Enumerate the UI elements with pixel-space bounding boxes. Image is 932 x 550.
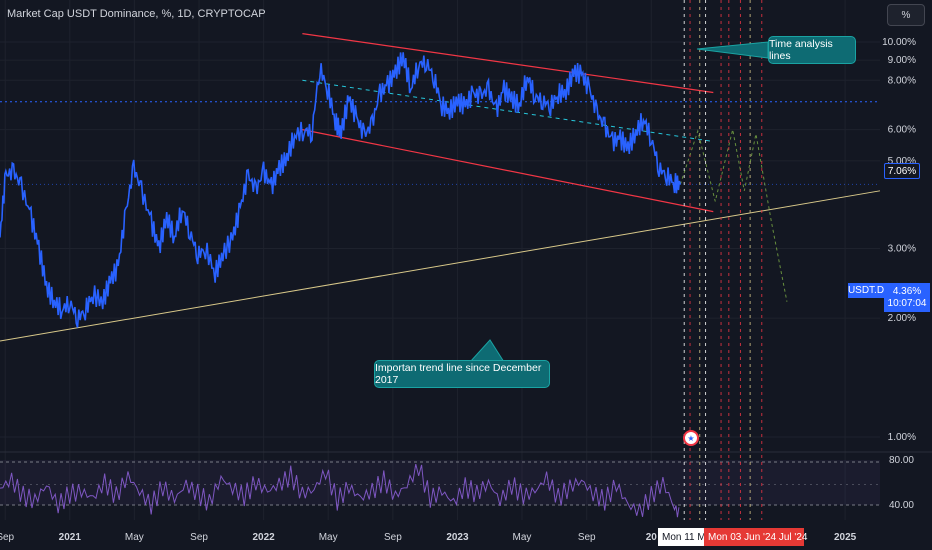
- projection-path: [679, 129, 788, 302]
- trend-line-callout[interactable]: Importan trend line since December 2017: [374, 360, 550, 388]
- price-grid: [0, 0, 880, 520]
- drawings-layer: [0, 0, 881, 520]
- countdown-text: 10:07:04: [887, 297, 927, 309]
- price-tick-label: 2.00%: [888, 313, 916, 324]
- price-tick-label: 8.00%: [888, 75, 916, 86]
- time-tick-label: May: [124, 532, 144, 543]
- percent-scale-button[interactable]: %: [887, 4, 925, 26]
- time-tick-label: 2021: [58, 532, 81, 543]
- time-tick-label: 2023: [446, 532, 469, 543]
- us-flag-icon[interactable]: ★: [683, 430, 699, 446]
- trend-line: [0, 190, 881, 342]
- rsi-grid: [0, 451, 932, 506]
- price-tick-label: 5.00%: [888, 156, 916, 167]
- channel-upper-line: [302, 33, 714, 94]
- time-callout-pointer: [696, 41, 769, 59]
- time-tick-label: Sep: [190, 532, 208, 543]
- price-tick-label: 9.00%: [888, 55, 916, 66]
- time-tick-label: 20: [645, 532, 657, 543]
- rsi-tick-label: 40.00: [889, 500, 914, 511]
- time-analysis-callout[interactable]: Time analysis lines: [768, 36, 856, 64]
- rsi-axis: 80.00 40.00: [889, 455, 914, 511]
- time-tick-label: Sep: [383, 532, 402, 543]
- rsi-line: [0, 463, 680, 518]
- time-tick-label: May: [512, 532, 532, 543]
- time-tick-label: Sep: [0, 532, 15, 543]
- rsi-band: [0, 460, 880, 505]
- cursor-date-label: Mon 11 M: [658, 528, 706, 546]
- price-tick-label: 6.00%: [888, 125, 916, 136]
- price-axis: 10.00% 9.00% 8.00% 6.00% 5.00% 3.00% 2.00% 1.00…: [882, 37, 916, 443]
- range-date-label: Mon 03 Jun '24 Jul '24: [704, 528, 807, 546]
- level-price-tag: 7.06%: [884, 163, 920, 179]
- last-value-text: 4.36%: [892, 285, 922, 297]
- time-tick-label: May: [318, 532, 338, 543]
- trend-callout-pointer: [468, 339, 505, 363]
- price-tick-label: 3.00%: [888, 244, 916, 255]
- symbol-tag: USDT.D: [847, 283, 885, 298]
- channel-mid-line: [302, 79, 714, 142]
- rsi-series-layer: [0, 463, 680, 518]
- time-tick-label: 2025: [833, 532, 857, 543]
- last-value-tag: 4.36% 10:07:04: [884, 283, 930, 312]
- usdt-dominance-line: [0, 52, 682, 328]
- rsi-tick-label: 80.00: [889, 455, 914, 466]
- price-tick-label: 10.00%: [882, 37, 916, 48]
- price-series-layer: [0, 52, 682, 328]
- time-tick-label: Sep: [577, 532, 596, 543]
- price-tick-label: 1.00%: [888, 432, 916, 443]
- chart-title: Market Cap USDT Dominance, %, 1D, CRYPTO…: [7, 8, 266, 20]
- channel-lower-line: [302, 129, 714, 213]
- time-tick-label: 2022: [252, 532, 275, 543]
